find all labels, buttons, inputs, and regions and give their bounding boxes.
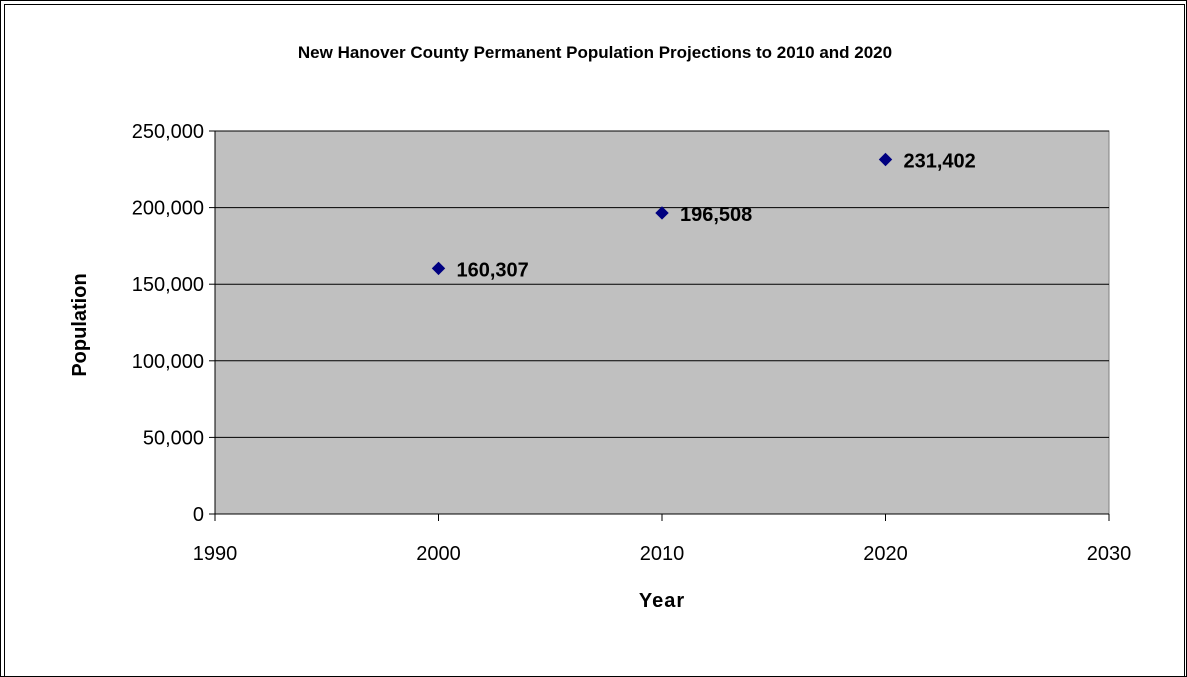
- x-tick-label: 2030: [1087, 543, 1132, 565]
- data-point: [655, 206, 669, 220]
- data-label: 231,402: [904, 150, 976, 172]
- y-tick-label: 100,000: [132, 351, 204, 373]
- y-tick-label: 50,000: [143, 427, 204, 449]
- data-point: [431, 261, 446, 276]
- data-label: 196,508: [680, 204, 752, 226]
- data-point: [878, 152, 893, 167]
- chart-title: New Hanover County Permanent Population …: [298, 43, 892, 62]
- x-tick-label: 2000: [416, 543, 461, 565]
- plot-background: [214, 130, 1110, 515]
- y-tick-label: 0: [193, 504, 204, 526]
- inner-border: [4, 4, 1185, 676]
- y-axis-label: Population: [69, 273, 91, 376]
- x-tick-label: 2010: [640, 543, 685, 565]
- y-tick-label: 200,000: [132, 198, 204, 220]
- x-tick-label: 2020: [863, 543, 908, 565]
- x-axis-label: Year: [639, 590, 685, 612]
- y-tick-label: 150,000: [132, 274, 204, 296]
- plot-area: 0 50,000 100,000 150,000 200,000 250,000 1990 2…: [132, 121, 1132, 565]
- y-tick-label: 250,000: [132, 121, 204, 143]
- x-tick-label: 1990: [193, 543, 238, 565]
- data-label: 160,307: [457, 259, 529, 281]
